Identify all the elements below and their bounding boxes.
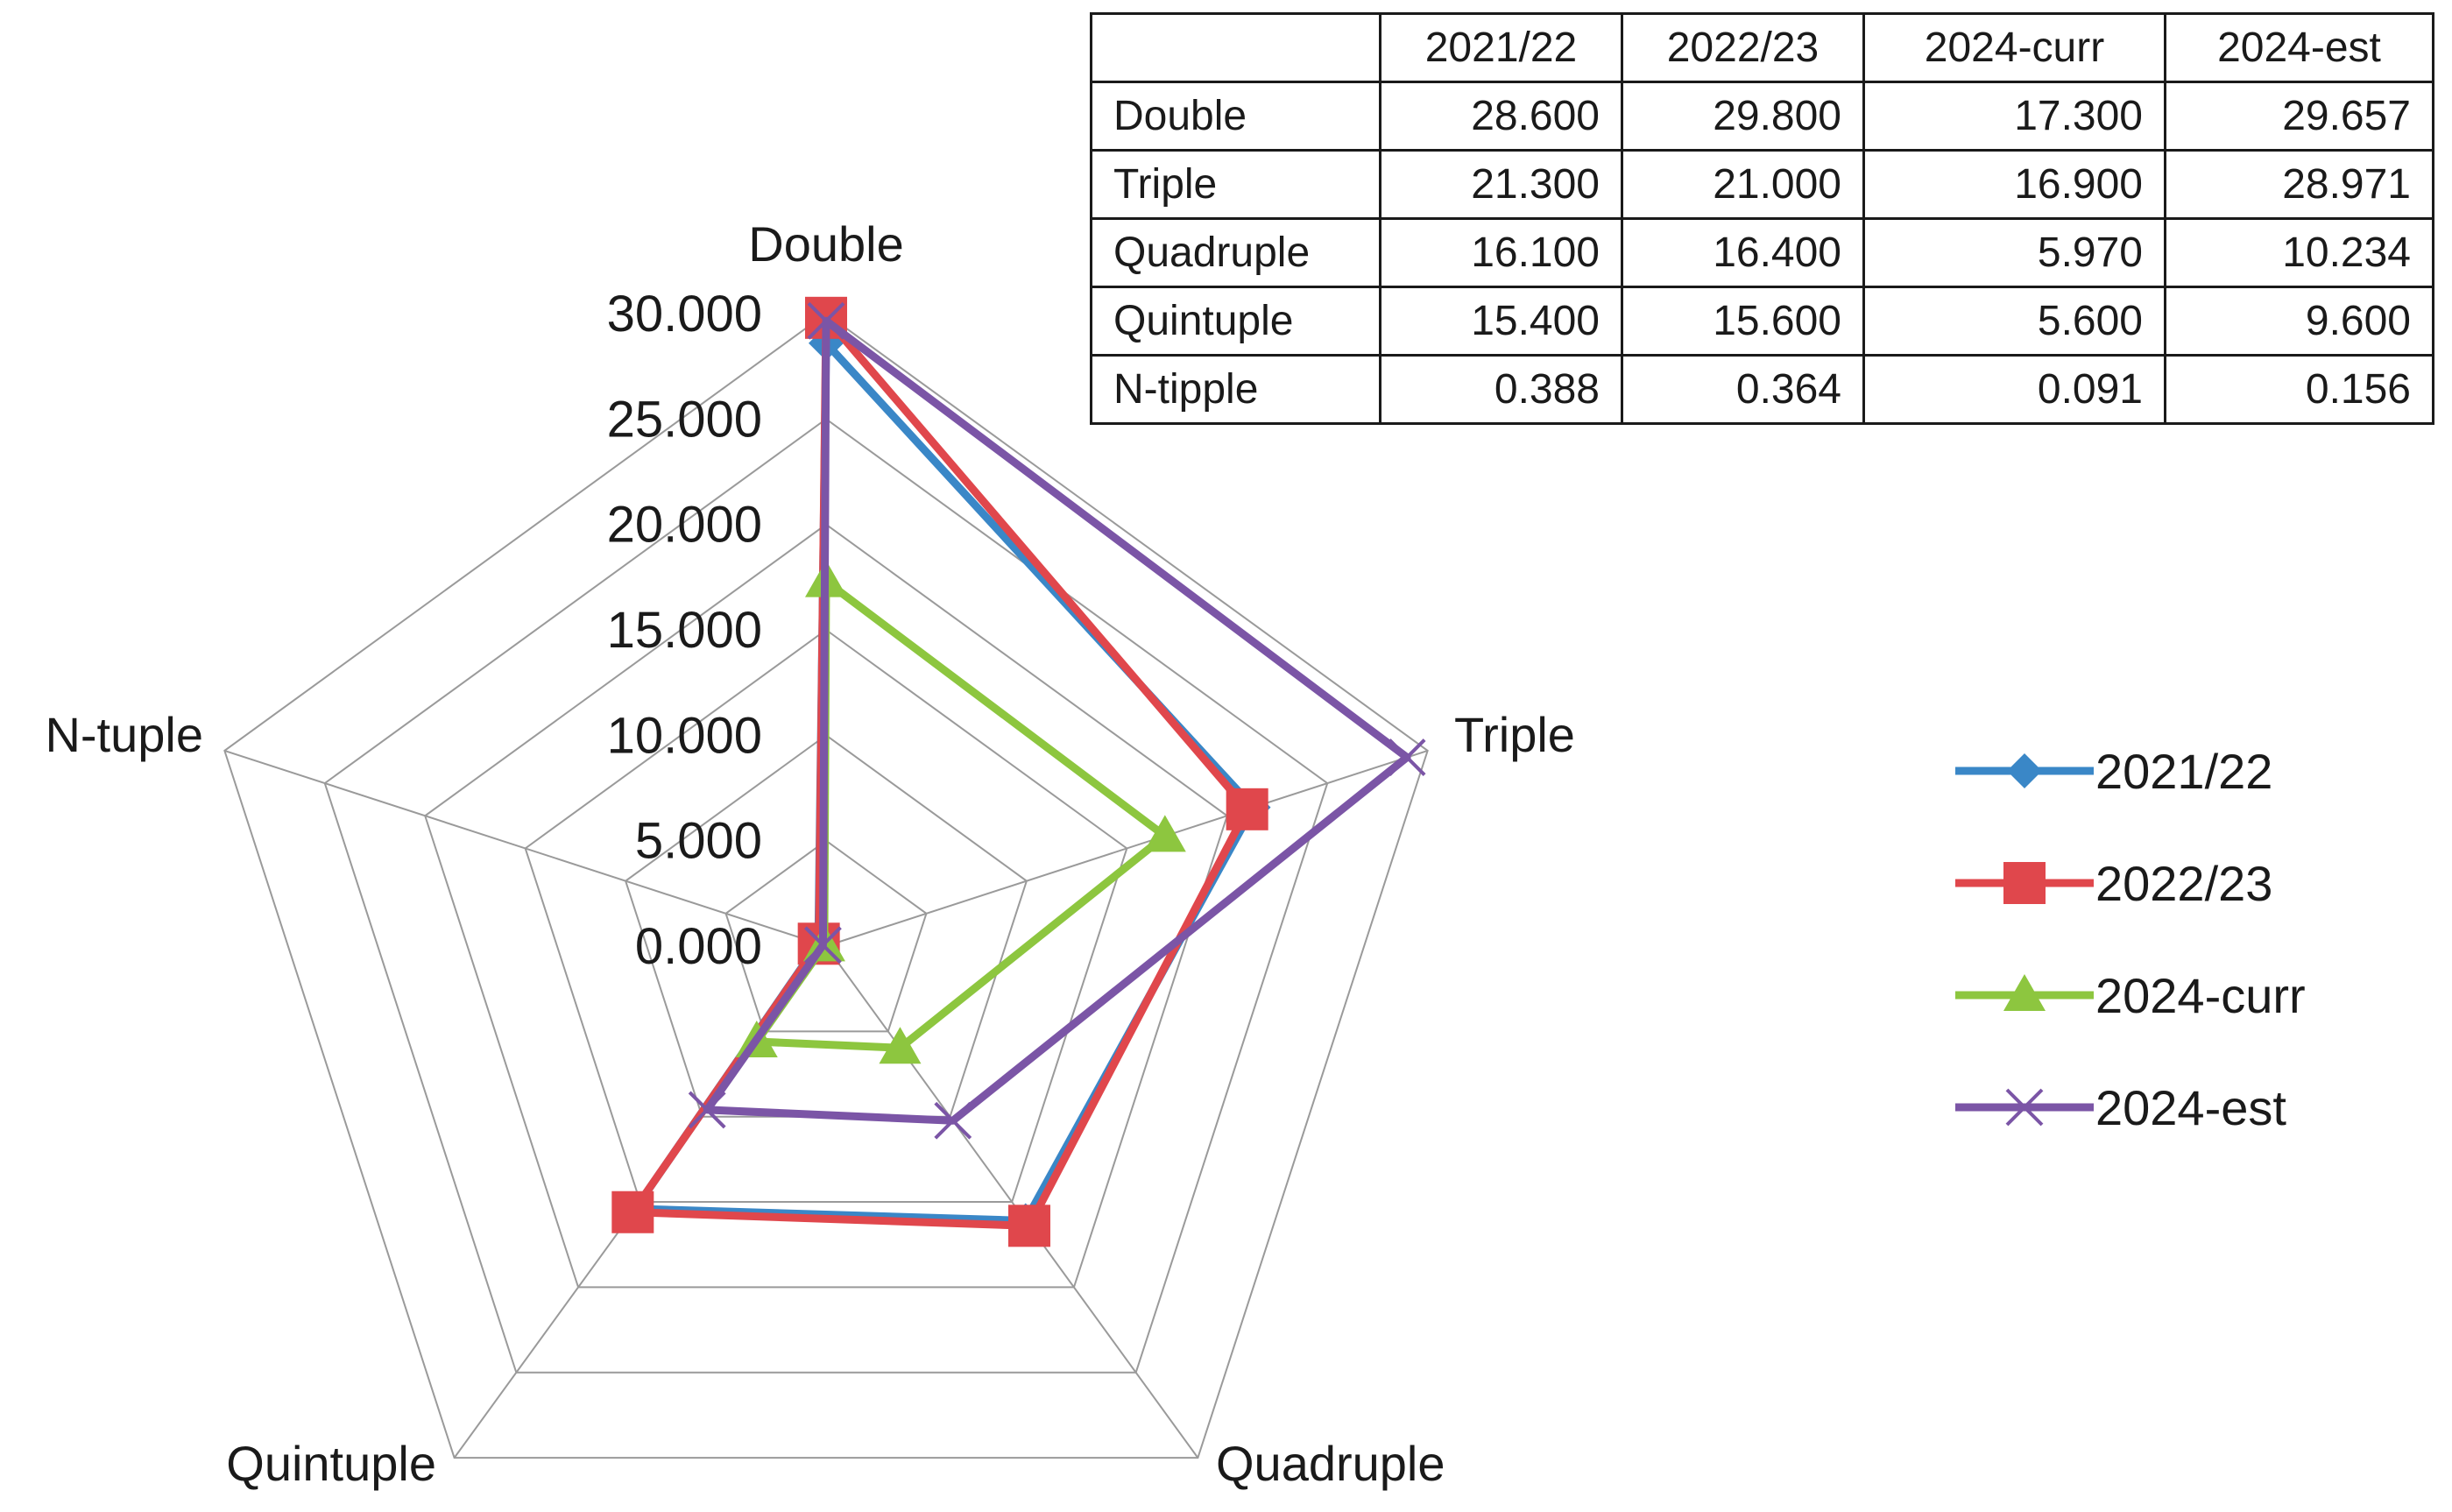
legend-marker <box>2007 753 2042 788</box>
grid-spoke <box>224 749 827 947</box>
grid-spoke <box>825 749 1428 947</box>
legend-label: 2024-est <box>2095 1080 2286 1135</box>
data-point <box>807 301 845 340</box>
data-table: 2021/22 2022/23 2024-curr 2024-est Double 28.… <box>1090 12 2434 425</box>
legend-marker <box>2005 1088 2044 1127</box>
table-cell: 16.100 <box>1379 217 1623 288</box>
table-row: Triple 21.300 21.000 16.900 28.971 <box>1090 149 2434 220</box>
legend-label: 2024-curr <box>2095 968 2306 1023</box>
grid-spoke <box>825 945 1199 1459</box>
table-cell: 15.400 <box>1379 286 1623 357</box>
table-header-cell: 2021/22 <box>1379 12 1623 83</box>
data-point <box>611 1191 654 1233</box>
table-row: N-tipple 0.388 0.364 0.091 0.156 <box>1090 354 2434 425</box>
radial-tick-label: 0.000 <box>635 918 762 975</box>
radial-tick-label: 5.000 <box>635 813 762 870</box>
table-cell: 0.364 <box>1621 354 1865 425</box>
legend-label: 2022/23 <box>2095 856 2272 911</box>
series-line-2021-22 <box>631 339 1258 1225</box>
table-cell: 16.900 <box>1862 149 2166 220</box>
legend-item-2024-curr: 2024-curr <box>1955 968 2306 1023</box>
data-point <box>1226 788 1268 830</box>
table-row-label: Quadruple <box>1090 217 1381 288</box>
table-cell: 0.156 <box>2164 354 2434 425</box>
table-row-label: Quintuple <box>1090 286 1381 357</box>
table-cell: 10.234 <box>2164 217 2434 288</box>
table-cell: 15.600 <box>1621 286 1865 357</box>
radar-grid <box>223 312 1429 1459</box>
data-point <box>1388 738 1426 776</box>
radial-tick-labels: 30.000 25.000 20.000 15.000 10.000 5.000 0.000 <box>607 286 762 975</box>
table-cell: 17.300 <box>1862 81 2166 152</box>
legend-label: 2021/22 <box>2095 744 2272 799</box>
grid-ring <box>223 312 1429 1459</box>
data-point <box>1007 1205 1050 1247</box>
table-header-cell: 2024-est <box>2164 12 2434 83</box>
series-layer <box>611 296 1426 1247</box>
table-row-label: Double <box>1090 81 1381 152</box>
table-corner-cell <box>1090 12 1381 83</box>
table-cell: 16.400 <box>1621 217 1865 288</box>
table-row: Quintuple 15.400 15.600 5.600 9.600 <box>1090 286 2434 357</box>
table-cell: 5.970 <box>1862 217 2166 288</box>
table-cell: 21.000 <box>1621 149 1865 220</box>
table-header-row: 2021/22 2022/23 2024-curr 2024-est <box>1090 12 2434 83</box>
series-2024-est <box>688 301 1426 1140</box>
data-point <box>688 1091 726 1129</box>
table-row: Quadruple 16.100 16.400 5.970 10.234 <box>1090 217 2434 288</box>
grid-ring <box>323 418 1329 1374</box>
radial-tick-label: 20.000 <box>607 497 762 554</box>
data-point <box>879 1027 922 1064</box>
legend-item-2024-est: 2024-est <box>1955 1080 2286 1135</box>
table-header-cell: 2024-curr <box>1862 12 2166 83</box>
legend-item-2022-23: 2022/23 <box>1955 856 2272 911</box>
table-cell: 0.091 <box>1862 354 2166 425</box>
data-point <box>804 926 842 964</box>
axis-label-quadruple: Quadruple <box>1216 1436 1445 1491</box>
series-line-2024-est <box>703 316 1411 1125</box>
legend-item-2021-22: 2021/22 <box>1955 744 2272 799</box>
radial-tick-label: 10.000 <box>607 707 762 764</box>
table-row-label: Triple <box>1090 149 1381 220</box>
axis-label-triple: Triple <box>1454 707 1575 762</box>
table-cell: 28.600 <box>1379 81 1623 152</box>
grid-ring <box>424 523 1228 1289</box>
table-cell: 21.300 <box>1379 149 1623 220</box>
table-cell: 28.971 <box>2164 149 2434 220</box>
table-cell: 9.600 <box>2164 286 2434 357</box>
data-point <box>1143 815 1186 852</box>
radial-tick-label: 30.000 <box>607 286 762 343</box>
legend-marker <box>2003 974 2046 1011</box>
radial-tick-label: 25.000 <box>607 391 762 448</box>
data-point <box>934 1101 972 1140</box>
table-header-cell: 2022/23 <box>1621 12 1865 83</box>
grid-ring <box>724 839 928 1033</box>
grid-ring <box>524 628 1128 1204</box>
table-cell: 29.657 <box>2164 81 2434 152</box>
axis-label-n-tuple: N-tuple <box>45 707 203 762</box>
table-cell: 29.800 <box>1621 81 1865 152</box>
table-row-label: N-tipple <box>1090 354 1381 425</box>
legend: 2021/22 2022/23 2024-curr 2024-est <box>1955 744 2306 1135</box>
table-row: Double 28.600 29.800 17.300 29.657 <box>1090 81 2434 152</box>
axis-label-double: Double <box>748 216 903 272</box>
radial-tick-label: 15.000 <box>607 602 762 659</box>
axis-label-quintuple: Quintuple <box>226 1436 436 1491</box>
table-cell: 5.600 <box>1862 286 2166 357</box>
table-cell: 0.388 <box>1379 354 1623 425</box>
legend-marker <box>2003 862 2046 904</box>
